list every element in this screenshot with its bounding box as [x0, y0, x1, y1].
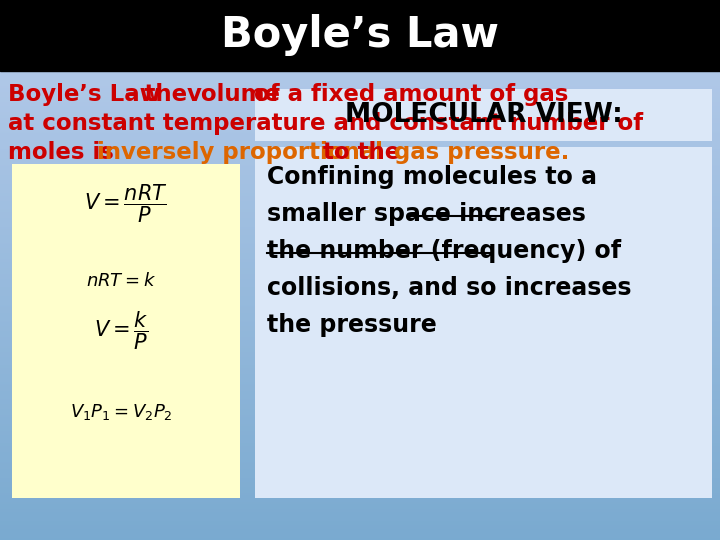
Text: Confining molecules to a: Confining molecules to a — [267, 165, 597, 189]
Text: $nRT = k$: $nRT = k$ — [86, 272, 156, 290]
Bar — [0, 0, 720, 71]
Text: Boyle’s Law: Boyle’s Law — [221, 15, 499, 57]
Text: the pressure: the pressure — [267, 313, 437, 337]
Text: of a fixed amount of gas: of a fixed amount of gas — [246, 83, 568, 106]
Text: volume: volume — [186, 83, 280, 106]
Text: moles is: moles is — [8, 141, 122, 164]
Text: $V = \dfrac{nRT}{P}$: $V = \dfrac{nRT}{P}$ — [84, 182, 168, 225]
Text: inversely proportional: inversely proportional — [97, 141, 383, 164]
Text: MOLECULAR VIEW:: MOLECULAR VIEW: — [345, 102, 622, 128]
Text: at constant temperature and constant number of: at constant temperature and constant num… — [8, 112, 643, 135]
FancyBboxPatch shape — [255, 147, 712, 498]
Text: collisions, and so increases: collisions, and so increases — [267, 276, 631, 300]
Text: – the: – the — [117, 83, 195, 106]
FancyBboxPatch shape — [12, 164, 240, 498]
Text: the number (frequency) of: the number (frequency) of — [267, 239, 621, 263]
Text: $V = \dfrac{k}{P}$: $V = \dfrac{k}{P}$ — [94, 309, 148, 352]
FancyBboxPatch shape — [255, 89, 712, 141]
Text: $V_1P_1 = V_2P_2$: $V_1P_1 = V_2P_2$ — [70, 402, 172, 422]
Text: smaller space increases: smaller space increases — [267, 202, 586, 226]
Text: gas pressure.: gas pressure. — [394, 141, 570, 164]
Text: Boyle’s Law: Boyle’s Law — [8, 83, 161, 106]
Text: to the: to the — [315, 141, 408, 164]
